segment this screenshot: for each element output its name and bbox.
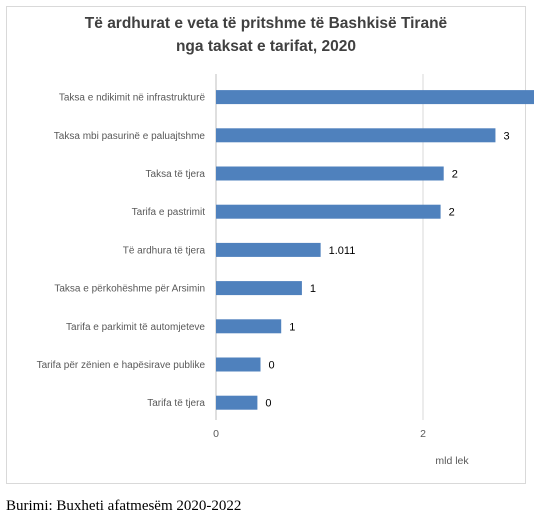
bar [216, 395, 258, 410]
category-labels: Taksa e ndikimit në infrastrukturë Taksa … [37, 93, 206, 410]
x-axis-label: mld lek [435, 455, 469, 467]
x-tick-labels: 024 [213, 428, 426, 440]
bar [216, 319, 282, 334]
value-label: 2 [449, 207, 455, 219]
bars [216, 90, 534, 410]
bar-chart: Taksa e ndikimit në infrastrukturë Taksa … [37, 74, 534, 467]
value-label: 3 [503, 130, 509, 142]
value-label: 1 [310, 283, 316, 295]
bar [216, 166, 444, 181]
bar [216, 204, 441, 219]
category-label: Taksa mbi pasurinë e paluajtshme [54, 131, 206, 142]
value-label: 1 [289, 321, 295, 333]
bar [216, 90, 534, 105]
category-label: Taksa e përkohëshme për Arsimin [54, 284, 205, 295]
category-label: Tarifa e parkimit të automjeteve [66, 322, 205, 333]
chart-title-line-2: nga taksat e tarifat, 2020 [175, 38, 357, 55]
chart-title-line-1: Të ardhurat e veta të pritshme të Bashki… [84, 15, 448, 32]
x-tick-label: 2 [420, 428, 426, 440]
category-label: Tarifa e pastrimit [132, 207, 206, 218]
category-label: Taksa të tjera [146, 169, 206, 180]
bar [216, 128, 496, 143]
bar [216, 357, 261, 372]
value-label: 2 [452, 169, 458, 181]
category-label: Të ardhura të tjera [123, 245, 206, 256]
value-label: 1.011 [329, 245, 356, 257]
value-label: 0 [265, 398, 271, 410]
value-label: 0 [269, 360, 275, 372]
category-label: Tarifa të tjera [147, 398, 205, 409]
category-label: Taksa e ndikimit në infrastrukturë [59, 93, 206, 104]
bar [216, 242, 321, 257]
source-note: Burimi: Buxheti afatmesëm 2020-2022 [6, 498, 242, 514]
bar [216, 281, 302, 296]
x-tick-label: 0 [213, 428, 219, 440]
category-label: Tarifa për zënien e hapësirave publike [37, 360, 206, 371]
chart-title: Të ardhurat e veta të pritshme të Bashki… [6, 12, 526, 58]
